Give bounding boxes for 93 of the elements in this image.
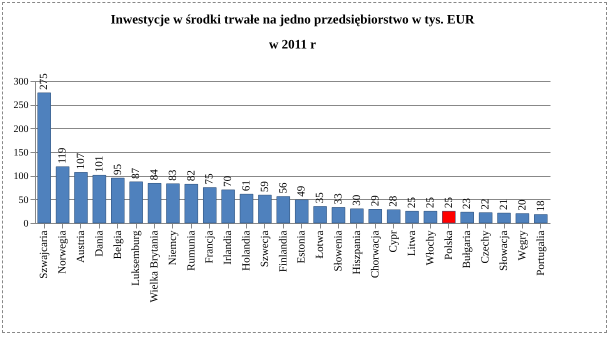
data-label: 21 bbox=[498, 199, 510, 210]
bar bbox=[313, 206, 327, 224]
y-tick-label: 250 bbox=[14, 100, 28, 112]
x-tick-label: Szwajcaria bbox=[38, 230, 50, 279]
x-tick-label: Estonia bbox=[296, 230, 308, 264]
bar bbox=[516, 213, 530, 224]
data-label: 56 bbox=[277, 182, 290, 194]
x-tick-label: Szwecja bbox=[258, 230, 271, 268]
x-tick-label: Dania bbox=[93, 230, 106, 257]
bar bbox=[368, 209, 382, 224]
data-label: 49 bbox=[296, 185, 308, 197]
x-tick-label: Austria bbox=[74, 230, 87, 263]
bar bbox=[332, 207, 346, 224]
x-tick-label: Niemcy bbox=[166, 230, 179, 266]
y-tick-label: 150 bbox=[14, 148, 28, 158]
data-label: 95 bbox=[112, 164, 124, 176]
data-label: 82 bbox=[185, 170, 198, 182]
x-tick-label: Włochy bbox=[424, 230, 436, 266]
bar bbox=[460, 212, 474, 224]
y-tick-label: 100 bbox=[14, 171, 28, 182]
x-tick-label: Słowenia bbox=[332, 230, 344, 272]
x-tick-label: Rumunia bbox=[185, 230, 198, 271]
x-tick-label: Wielka Brytania bbox=[148, 230, 161, 302]
bar bbox=[148, 182, 162, 224]
bar bbox=[56, 166, 70, 224]
data-label: 25 bbox=[424, 196, 436, 208]
x-tick-label: Bułgaria bbox=[461, 230, 474, 268]
data-label: 23 bbox=[461, 198, 474, 210]
data-label: 87 bbox=[130, 167, 142, 179]
x-tick-label: Portugalia bbox=[534, 230, 547, 276]
bar bbox=[497, 212, 511, 224]
data-label: 84 bbox=[148, 168, 161, 180]
bar bbox=[294, 200, 308, 224]
x-tick-label: Łotwa bbox=[314, 230, 326, 259]
data-label: 20 bbox=[516, 199, 528, 211]
x-tick-label: Finlandia bbox=[277, 230, 290, 272]
bar bbox=[405, 210, 419, 224]
bar bbox=[424, 210, 438, 224]
data-label: 25 bbox=[406, 196, 418, 208]
data-label: 275 bbox=[38, 72, 50, 90]
bar bbox=[386, 209, 400, 224]
x-tick-label: Chorwacja bbox=[369, 230, 382, 278]
data-label: 25 bbox=[442, 196, 455, 208]
data-label: 35 bbox=[314, 192, 326, 204]
data-label: 30 bbox=[350, 194, 363, 206]
data-label: 83 bbox=[166, 169, 179, 181]
bar bbox=[129, 182, 143, 224]
x-tick-label: Słowacja bbox=[498, 230, 510, 271]
data-label: 119 bbox=[56, 147, 69, 164]
x-tick-label: Polska bbox=[442, 230, 455, 260]
bar bbox=[276, 196, 290, 224]
data-label: 29 bbox=[369, 194, 382, 206]
x-tick-label: Luksemburg bbox=[130, 230, 142, 286]
bar bbox=[258, 194, 272, 224]
bar bbox=[184, 184, 198, 224]
x-tick-label: Cypr bbox=[388, 230, 400, 252]
data-label: 101 bbox=[93, 156, 106, 172]
data-label: 107 bbox=[74, 152, 87, 170]
bar bbox=[166, 183, 180, 224]
bar bbox=[74, 172, 88, 224]
data-label: 75 bbox=[204, 173, 216, 184]
x-tick-label: Irlandia bbox=[222, 230, 234, 265]
data-label: 61 bbox=[240, 180, 253, 192]
data-label: 33 bbox=[332, 192, 344, 204]
data-label: 18 bbox=[534, 200, 547, 212]
x-tick-label: Francja bbox=[204, 230, 216, 264]
chart-subtitle: w 2011 r bbox=[269, 36, 316, 52]
data-label: 22 bbox=[480, 198, 492, 210]
y-tick-label: 0 bbox=[24, 218, 28, 230]
bar bbox=[240, 194, 254, 224]
x-tick-label: Węgry bbox=[516, 230, 528, 260]
x-tick-label: Hiszpania bbox=[350, 230, 363, 274]
bar bbox=[350, 208, 364, 224]
bar bbox=[202, 187, 216, 224]
x-tick-label: Czechy bbox=[480, 230, 492, 264]
bar bbox=[92, 174, 106, 224]
x-tick-label: Holandia bbox=[240, 230, 253, 271]
data-label: 28 bbox=[388, 195, 400, 207]
y-tick-label: 300 bbox=[14, 76, 28, 88]
bar bbox=[37, 92, 51, 224]
data-label: 59 bbox=[258, 180, 271, 192]
bar bbox=[111, 178, 125, 224]
x-tick-label: Norwegia bbox=[56, 230, 69, 274]
bar bbox=[534, 214, 548, 224]
y-tick-label: 200 bbox=[14, 124, 28, 135]
y-tick-label: 50 bbox=[18, 194, 28, 206]
bar bbox=[442, 210, 456, 224]
data-label: 70 bbox=[222, 175, 234, 187]
bar bbox=[221, 190, 235, 224]
bar bbox=[478, 212, 492, 224]
chart-title: Inwestycje w środki trwałe na jedno przedsiębiorstwo w tys. EUR bbox=[110, 11, 475, 26]
x-tick-label: Litwa bbox=[406, 230, 418, 256]
x-tick-label: Belgia bbox=[112, 230, 124, 260]
